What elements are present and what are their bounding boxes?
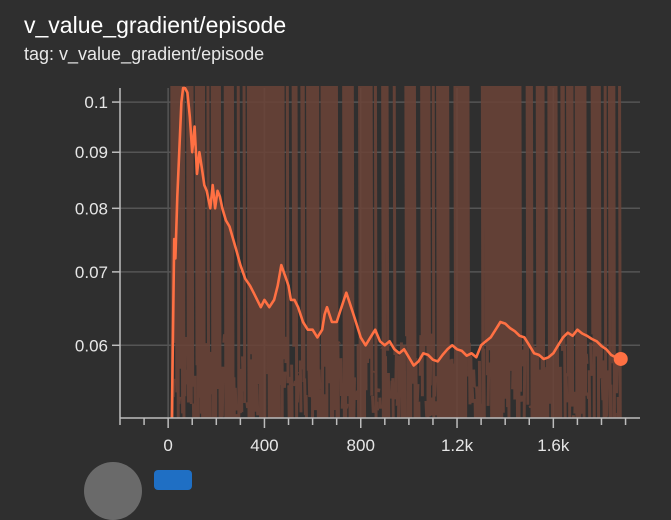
y-tick-label: 0.08 [75,199,108,218]
y-tick-label: 0.09 [75,143,108,162]
x-tick-label: 1.6k [537,436,570,455]
raw-series-line [170,86,622,418]
log-scale-toggle[interactable] [154,470,192,490]
smoothed-series-line [170,86,622,418]
y-tick-label: 0.1 [84,93,108,112]
smoothed-series-layer [170,86,628,418]
raw-series-layer [170,86,622,418]
y-tick-label: 0.06 [75,336,108,355]
chart-canvas: 0.06 0.07 0.08 0.09 0.1 0 400 800 1.2k 1.6k [75,86,640,455]
expand-chart-button[interactable] [84,462,142,520]
chart-tag: tag: v_value_gradient/episode [24,44,265,64]
x-tick-label: 0 [163,436,172,455]
x-tick-label: 800 [347,436,375,455]
axes-layer: 0.06 0.07 0.08 0.09 0.1 0 400 800 1.2k 1.6k [75,88,640,455]
x-tick-label: 1.2k [441,436,474,455]
y-tick-label: 0.07 [75,263,108,282]
last-point-marker [613,351,628,366]
x-tick-label: 400 [250,436,278,455]
chart-title: v_value_gradient/episode [24,12,287,38]
